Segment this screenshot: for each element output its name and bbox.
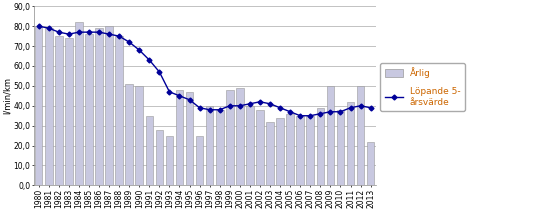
Bar: [125, 84, 133, 185]
Bar: [95, 28, 103, 185]
Bar: [236, 88, 243, 185]
Bar: [246, 106, 253, 185]
Bar: [186, 92, 193, 185]
Bar: [55, 36, 62, 185]
Bar: [216, 110, 223, 185]
Bar: [165, 136, 173, 185]
Bar: [256, 110, 264, 185]
Bar: [326, 86, 334, 185]
Bar: [276, 118, 284, 185]
Bar: [85, 34, 92, 185]
Bar: [45, 28, 52, 185]
Bar: [135, 86, 143, 185]
Bar: [75, 22, 82, 185]
Bar: [105, 26, 113, 185]
Bar: [306, 116, 314, 185]
Bar: [347, 102, 354, 185]
Bar: [336, 110, 344, 185]
Bar: [145, 116, 153, 185]
Bar: [206, 106, 213, 185]
Bar: [35, 26, 42, 185]
Bar: [316, 108, 324, 185]
Bar: [286, 114, 294, 185]
Bar: [155, 130, 163, 185]
Bar: [266, 122, 274, 185]
Bar: [357, 86, 364, 185]
Legend: Årlig, Löpande 5-
årsvärde: Årlig, Löpande 5- årsvärde: [380, 63, 465, 111]
Bar: [65, 38, 72, 185]
Y-axis label: l/min/km: l/min/km: [3, 77, 12, 114]
Bar: [196, 136, 203, 185]
Bar: [175, 90, 183, 185]
Bar: [226, 90, 233, 185]
Bar: [115, 36, 123, 185]
Bar: [296, 116, 304, 185]
Bar: [367, 142, 374, 185]
